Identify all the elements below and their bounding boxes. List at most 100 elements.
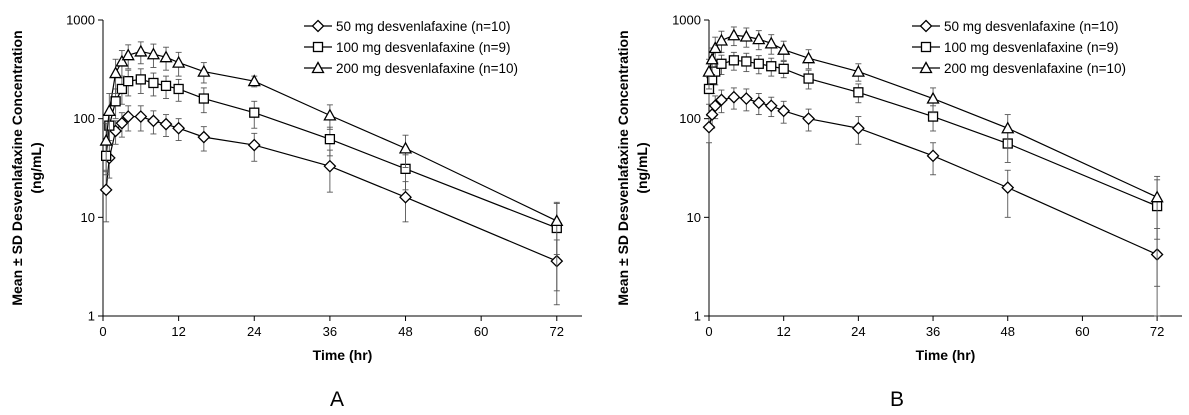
data-point-square (148, 77, 159, 89)
legend-label: 50 mg desvenlafaxine (n=10) (944, 19, 1119, 34)
data-point-triangle (708, 41, 722, 54)
data-point-diamond (764, 99, 778, 113)
data-point-triangle (851, 64, 865, 77)
x-tick-label: 60 (474, 324, 488, 339)
data-point-diamond (399, 190, 412, 204)
y-axis-unit-label: (ng/mL) (634, 142, 650, 193)
data-point-square (135, 74, 146, 85)
series-line (708, 59, 1158, 207)
data-point-square (853, 87, 864, 98)
data-point-diamond (115, 116, 129, 130)
data-point-square (110, 96, 121, 107)
data-point-triangle (764, 36, 778, 49)
y-tick-label: 100 (73, 111, 95, 126)
data-point-triangle (398, 141, 413, 154)
data-point-diamond (702, 120, 716, 134)
data-point-diamond (777, 104, 791, 118)
legend-marker-diamond (919, 19, 933, 33)
legend-marker-diamond (311, 19, 325, 33)
data-point-square (927, 111, 939, 122)
legend-label: 200 mg desvenlafaxine (n=10) (944, 61, 1126, 76)
data-point-square (249, 107, 260, 118)
data-point-triangle (739, 29, 753, 42)
data-point-diamond (752, 96, 766, 110)
data-point-diamond (197, 130, 211, 144)
data-point-square (198, 93, 209, 104)
data-point-triangle (247, 74, 261, 87)
data-point-triangle (115, 54, 129, 67)
data-point-diamond (926, 149, 940, 163)
data-point-diamond (323, 159, 337, 173)
x-tick-label: 24 (247, 324, 261, 339)
y-tick-label: 1 (88, 309, 95, 324)
data-point-diamond (121, 110, 135, 123)
data-point-diamond (172, 121, 186, 135)
data-point-triangle (172, 55, 186, 68)
series-diamond (99, 105, 564, 306)
data-point-triangle (727, 28, 741, 41)
y-tick-label: 10 (81, 210, 95, 225)
data-point-triangle (99, 133, 113, 146)
x-tick-label: 12 (171, 324, 185, 339)
y-tick-label: 1000 (66, 13, 95, 28)
legend-label: 100 mg desvenlafaxine (n=9) (336, 40, 511, 55)
data-point-triangle (926, 91, 940, 104)
data-point-diamond (99, 183, 113, 197)
data-point-triangle (159, 50, 173, 63)
y-tick-label: 1 (694, 309, 701, 324)
data-point-diamond (147, 114, 160, 128)
data-point-triangle (714, 33, 729, 46)
y-tick-label: 100 (679, 111, 701, 126)
x-axis-label: Time (hr) (916, 347, 976, 363)
data-point-diamond (134, 110, 148, 123)
data-point-diamond (727, 90, 741, 104)
data-point-triangle (777, 42, 791, 55)
data-point-triangle (197, 64, 211, 77)
y-axis-label: Mean ± SD Desvenlafaxine Concentration (615, 30, 631, 305)
x-tick-label: 0 (705, 324, 712, 339)
data-point-square (324, 134, 336, 145)
data-point-diamond (247, 138, 261, 152)
data-point-triangle (1150, 190, 1164, 203)
x-tick-label: 48 (1001, 324, 1015, 339)
y-tick-label: 10 (687, 210, 701, 225)
data-point-triangle (705, 52, 719, 65)
data-point-square (123, 76, 134, 87)
data-point-square (741, 56, 752, 67)
data-point-triangle (102, 104, 116, 117)
data-point-triangle (121, 48, 135, 61)
series-triangle (702, 26, 1164, 240)
series-square (101, 68, 562, 292)
y-axis-unit-label: (ng/mL) (28, 142, 44, 193)
data-point-triangle (752, 32, 766, 45)
data-point-diamond (1001, 181, 1015, 195)
y-axis-label: Mean ± SD Desvenlafaxine Concentration (9, 30, 25, 305)
data-point-square (753, 58, 764, 69)
legend-marker-triangle (919, 61, 933, 74)
series-diamond (702, 87, 1164, 317)
data-point-diamond (715, 93, 728, 107)
x-tick-label: 24 (851, 324, 865, 339)
legend-label: 100 mg desvenlafaxine (n=9) (944, 40, 1119, 55)
x-axis-label: Time (hr) (313, 347, 373, 363)
series-line (105, 78, 558, 229)
x-tick-label: 36 (926, 324, 940, 339)
data-point-square (173, 83, 184, 95)
panel-label: A (330, 388, 344, 411)
data-point-diamond (159, 117, 173, 131)
x-tick-label: 72 (1150, 324, 1164, 339)
data-point-triangle (146, 47, 161, 60)
y-tick-label: 1000 (672, 13, 701, 28)
data-point-square (116, 83, 128, 95)
chart-panel-a: 1 10 100 1000 0 12 24 36 48 60 72 Time (hr) Mean ± S… (9, 13, 582, 411)
chart-panel-b: 1 10 100 1000 0 12 24 36 48 60 72 Time (hr) Mean ± S… (615, 13, 1182, 411)
x-tick-label: 0 (99, 324, 106, 339)
legend-label: 50 mg desvenlafaxine (n=10) (336, 19, 511, 34)
data-point-diamond (851, 121, 865, 135)
data-point-triangle (109, 66, 123, 79)
data-point-square (160, 80, 172, 92)
data-point-triangle (1001, 121, 1015, 134)
x-tick-label: 48 (398, 324, 412, 339)
data-point-triangle (550, 214, 564, 227)
data-point-triangle (323, 108, 337, 121)
